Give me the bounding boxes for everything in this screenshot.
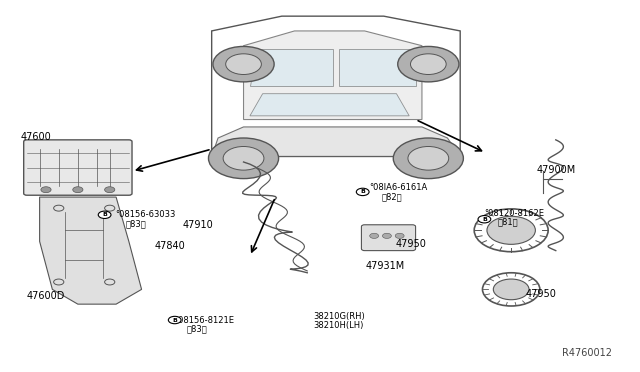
Text: 〈81〉: 〈81〉 <box>497 218 518 227</box>
Text: 38210G(RH): 38210G(RH) <box>314 312 365 321</box>
Circle shape <box>168 316 181 324</box>
Circle shape <box>493 279 529 300</box>
Polygon shape <box>244 31 422 119</box>
FancyBboxPatch shape <box>24 140 132 195</box>
Text: 47910: 47910 <box>183 221 214 231</box>
Polygon shape <box>40 197 141 304</box>
Circle shape <box>408 147 449 170</box>
Circle shape <box>394 138 463 179</box>
FancyBboxPatch shape <box>362 225 415 251</box>
Polygon shape <box>250 49 333 86</box>
Polygon shape <box>250 94 409 116</box>
Circle shape <box>73 187 83 193</box>
Polygon shape <box>339 49 415 86</box>
Circle shape <box>104 187 115 193</box>
Circle shape <box>99 211 111 218</box>
Text: R4760012: R4760012 <box>562 348 612 358</box>
Text: 47900M: 47900M <box>537 165 576 175</box>
Circle shape <box>209 138 278 179</box>
Circle shape <box>41 187 51 193</box>
Circle shape <box>410 54 446 74</box>
Circle shape <box>223 147 264 170</box>
Text: °08lA6-6161A: °08lA6-6161A <box>369 183 428 192</box>
Text: 47950: 47950 <box>395 239 426 249</box>
Text: 〈83〉: 〈83〉 <box>186 325 207 334</box>
Text: °08156-63033: °08156-63033 <box>115 211 175 219</box>
Text: 47600: 47600 <box>20 132 51 142</box>
Text: B: B <box>482 217 487 222</box>
Circle shape <box>395 233 404 238</box>
Text: 〈83〉: 〈83〉 <box>125 219 147 229</box>
Circle shape <box>397 46 459 82</box>
Text: 47840: 47840 <box>154 241 185 251</box>
Text: 47600D: 47600D <box>27 291 65 301</box>
Circle shape <box>370 233 379 238</box>
Circle shape <box>383 233 392 238</box>
Text: °08156-8121E: °08156-8121E <box>175 315 235 325</box>
Polygon shape <box>212 127 460 157</box>
Text: B: B <box>360 189 365 195</box>
Circle shape <box>356 188 369 196</box>
Circle shape <box>226 54 261 74</box>
Text: B: B <box>102 212 107 217</box>
Text: 47931M: 47931M <box>366 261 405 271</box>
Text: °08120-8162E: °08120-8162E <box>484 209 545 218</box>
Circle shape <box>478 215 491 223</box>
Text: 〈82〉: 〈82〉 <box>382 193 403 202</box>
Circle shape <box>213 46 274 82</box>
Text: 47950: 47950 <box>525 289 556 299</box>
Text: 38210H(LH): 38210H(LH) <box>314 321 364 330</box>
Text: B: B <box>172 318 177 323</box>
Circle shape <box>487 216 536 244</box>
